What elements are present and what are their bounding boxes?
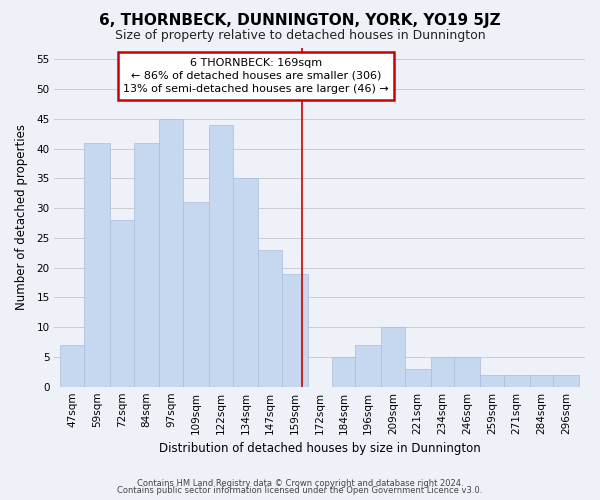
- X-axis label: Distribution of detached houses by size in Dunnington: Distribution of detached houses by size …: [159, 442, 481, 455]
- Bar: [84, 142, 110, 386]
- Bar: [454, 357, 480, 386]
- Bar: [355, 345, 381, 387]
- Y-axis label: Number of detached properties: Number of detached properties: [15, 124, 28, 310]
- Bar: [431, 357, 454, 386]
- Bar: [209, 125, 233, 386]
- Text: Size of property relative to detached houses in Dunnington: Size of property relative to detached ho…: [115, 29, 485, 42]
- Text: 6 THORNBECK: 169sqm
← 86% of detached houses are smaller (306)
13% of semi-detac: 6 THORNBECK: 169sqm ← 86% of detached ho…: [123, 58, 389, 94]
- Bar: [530, 375, 553, 386]
- Bar: [183, 202, 209, 386]
- Bar: [110, 220, 134, 386]
- Bar: [504, 375, 530, 386]
- Bar: [233, 178, 259, 386]
- Text: Contains HM Land Registry data © Crown copyright and database right 2024.: Contains HM Land Registry data © Crown c…: [137, 478, 463, 488]
- Bar: [553, 375, 579, 386]
- Text: 6, THORNBECK, DUNNINGTON, YORK, YO19 5JZ: 6, THORNBECK, DUNNINGTON, YORK, YO19 5JZ: [99, 12, 501, 28]
- Bar: [160, 119, 183, 386]
- Bar: [61, 345, 84, 387]
- Bar: [480, 375, 504, 386]
- Bar: [332, 357, 355, 386]
- Text: Contains public sector information licensed under the Open Government Licence v3: Contains public sector information licen…: [118, 486, 482, 495]
- Bar: [282, 274, 308, 386]
- Bar: [405, 369, 431, 386]
- Bar: [381, 327, 405, 386]
- Bar: [259, 250, 282, 386]
- Bar: [134, 142, 160, 386]
